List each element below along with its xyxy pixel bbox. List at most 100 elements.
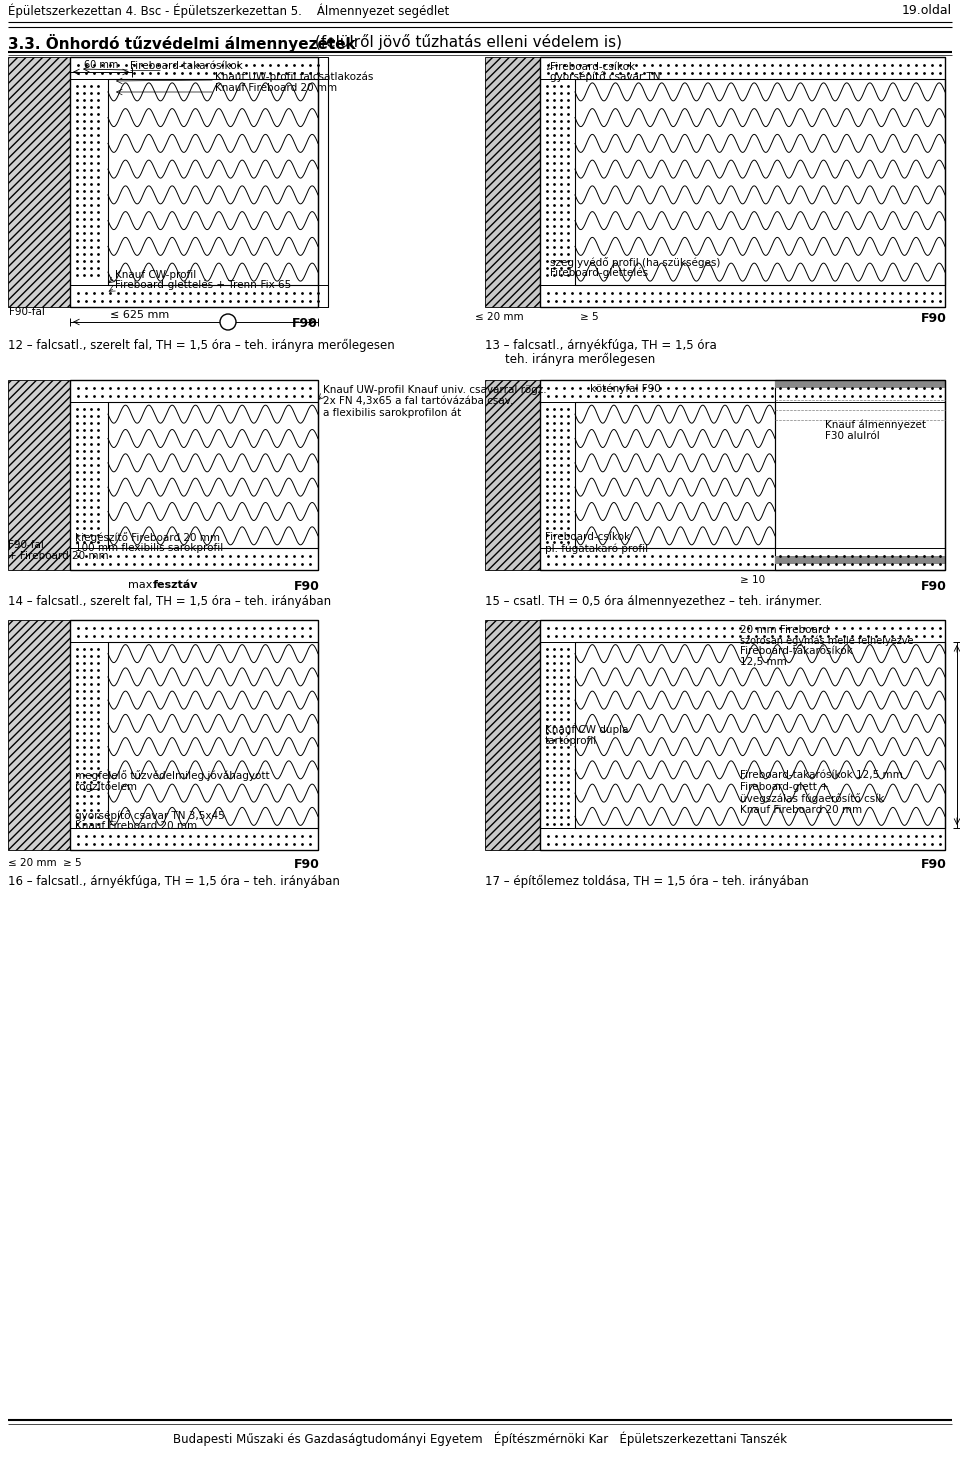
Bar	[70, 620, 318, 642]
Bar	[540, 57, 945, 306]
Bar	[540, 642, 575, 829]
Text: ≤ 625 mm: ≤ 625 mm	[110, 309, 169, 320]
Bar	[8, 57, 70, 306]
Text: teh. irányra merőlegesen: teh. irányra merőlegesen	[505, 353, 656, 366]
Text: ≤ 20 mm: ≤ 20 mm	[8, 858, 57, 868]
Bar	[70, 379, 318, 570]
Bar	[540, 379, 945, 570]
Bar	[108, 403, 318, 549]
Text: 13 – falcsatl., árnyékfúga, TH = 1,5 óra: 13 – falcsatl., árnyékfúga, TH = 1,5 óra	[485, 338, 717, 352]
Bar	[540, 57, 945, 79]
Text: Budapesti Műszaki és Gazdaságtudományi Egyetem   Építészmérnöki Kar   Épületszer: Budapesti Műszaki és Gazdaságtudományi E…	[173, 1431, 787, 1446]
Text: szorosan egymás mellé felhelyezve: szorosan egymás mellé felhelyezve	[740, 635, 914, 645]
Text: gyorsépítő csavar TN: gyorsépítő csavar TN	[550, 71, 660, 82]
Text: 100 mm flexibilis sarokprofil: 100 mm flexibilis sarokprofil	[75, 543, 224, 553]
Text: Knauf Fireboard 20 mm: Knauf Fireboard 20 mm	[75, 821, 197, 832]
Bar	[70, 642, 108, 829]
Text: 2x FN 4,3x65 a fal tartóvázába csav.: 2x FN 4,3x65 a fal tartóvázába csav.	[323, 395, 514, 406]
Text: szeglyvédő profil (ha szükséges): szeglyvédő profil (ha szükséges)	[550, 257, 720, 268]
Text: kötényfal F90: kötényfal F90	[590, 384, 660, 394]
Bar	[70, 79, 108, 285]
Bar	[108, 79, 318, 285]
Text: Knauf UW-profil falcsatlakozás: Knauf UW-profil falcsatlakozás	[215, 71, 373, 83]
Text: F90: F90	[922, 858, 947, 871]
Text: megfelelő tűzvédelmileg jóváhagyott: megfelelő tűzvédelmileg jóváhagyott	[75, 770, 270, 781]
Text: rögzítőelem: rögzítőelem	[75, 781, 137, 792]
Bar	[485, 379, 540, 570]
Text: Fireboard-glettelés: Fireboard-glettelés	[550, 267, 648, 277]
Bar	[540, 829, 945, 851]
Text: ≥ 10: ≥ 10	[740, 575, 765, 585]
Bar	[485, 57, 540, 306]
Text: üvegszálas fúgaerősítő csík: üvegszálas fúgaerősítő csík	[740, 794, 884, 804]
Text: pl. fúgatakaró profil: pl. fúgatakaró profil	[545, 543, 648, 553]
Text: Fireboard-takarósíkok: Fireboard-takarósíkok	[130, 61, 243, 71]
Text: 3.3. Önhordó tűzvédelmi álmennyezetek: 3.3. Önhordó tűzvédelmi álmennyezetek	[8, 34, 356, 53]
Text: tartóprofil: tartóprofil	[545, 735, 597, 746]
Text: ≥ 5: ≥ 5	[580, 312, 599, 322]
Text: 15 – csatl. TH = 0,5 óra álmennyezethez – teh. iránymer.: 15 – csatl. TH = 0,5 óra álmennyezethez …	[485, 595, 822, 608]
Text: F90: F90	[294, 581, 320, 592]
Text: 14 – falcsatl., szerelt fal, TH = 1,5 óra – teh. irányában: 14 – falcsatl., szerelt fal, TH = 1,5 ór…	[8, 595, 331, 608]
Text: 12,5 mm: 12,5 mm	[740, 657, 787, 667]
Text: Fireboard-glettelés + Trenn-Fix 65: Fireboard-glettelés + Trenn-Fix 65	[115, 280, 291, 290]
Text: F90: F90	[922, 312, 947, 325]
Text: max.: max.	[128, 581, 156, 589]
Bar	[540, 403, 575, 549]
Text: 17 – építőlemez toldása, TH = 1,5 óra – teh. irányában: 17 – építőlemez toldása, TH = 1,5 óra – …	[485, 875, 808, 889]
Text: Knauf CW dupla: Knauf CW dupla	[545, 725, 629, 735]
Text: Knauf Fireboard 20 mm: Knauf Fireboard 20 mm	[215, 83, 337, 93]
Bar	[70, 620, 318, 851]
Text: 16 – falcsatl., árnyékfúga, TH = 1,5 óra – teh. irányában: 16 – falcsatl., árnyékfúga, TH = 1,5 óra…	[8, 875, 340, 889]
Text: Épületszerkezettan 4. Bsc - Épületszerkezettan 5.    Álmennyezet segédlet: Épületszerkezettan 4. Bsc - Épületszerke…	[8, 4, 449, 19]
Text: Fireboard-csíkok: Fireboard-csíkok	[545, 533, 630, 541]
Bar	[775, 556, 945, 565]
Text: gyorsépítő csavar TN 3,5x45: gyorsépítő csavar TN 3,5x45	[75, 810, 225, 821]
Bar	[540, 285, 945, 306]
Bar	[775, 379, 945, 570]
Bar	[70, 379, 318, 403]
Text: 60 mm: 60 mm	[84, 60, 118, 70]
Text: a flexibilis sarokprofilon át: a flexibilis sarokprofilon át	[323, 407, 461, 417]
Text: fesztáv: fesztáv	[153, 581, 199, 589]
Bar	[8, 379, 70, 570]
Bar	[70, 403, 108, 549]
Bar	[575, 403, 775, 549]
Text: (felülről jövő tűzhatás elleni védelem is): (felülről jövő tűzhatás elleni védelem i…	[310, 34, 622, 50]
Text: ≤ 20 mm: ≤ 20 mm	[475, 312, 523, 322]
Text: F90: F90	[294, 858, 320, 871]
Text: + Fireboard 20 mm: + Fireboard 20 mm	[8, 552, 108, 562]
Bar	[575, 642, 945, 829]
Text: Fireboard-csíkok: Fireboard-csíkok	[550, 61, 636, 71]
Bar	[540, 549, 945, 570]
Circle shape	[220, 314, 236, 330]
Bar	[70, 829, 318, 851]
Bar	[540, 620, 945, 851]
Text: ≥ 5: ≥ 5	[63, 858, 82, 868]
Text: F90-fal: F90-fal	[8, 540, 44, 550]
Bar	[775, 379, 945, 388]
Bar	[8, 620, 70, 851]
Text: Fireboard-takarósíkok 12,5 mm: Fireboard-takarósíkok 12,5 mm	[740, 770, 902, 781]
Bar	[70, 285, 328, 306]
Text: F30 alulról: F30 alulról	[825, 430, 879, 441]
Bar	[108, 642, 318, 829]
Text: Fireboard-takarósíkok: Fireboard-takarósíkok	[740, 646, 852, 657]
Bar	[485, 620, 540, 851]
Text: F90: F90	[922, 581, 947, 592]
Text: 20 mm Fireboard: 20 mm Fireboard	[740, 624, 828, 635]
Text: F90-fal: F90-fal	[9, 306, 45, 317]
Bar	[540, 79, 575, 285]
Text: Fireboard-glett +: Fireboard-glett +	[740, 782, 828, 792]
Bar	[540, 620, 945, 642]
Text: 19.oldal: 19.oldal	[901, 4, 952, 18]
Text: Knauf Fireboard 20 mm: Knauf Fireboard 20 mm	[740, 805, 862, 816]
Text: F90: F90	[292, 317, 318, 330]
Text: 12 – falcsatl., szerelt fal, TH = 1,5 óra – teh. irányra merőlegesen: 12 – falcsatl., szerelt fal, TH = 1,5 ór…	[8, 338, 395, 352]
Bar	[70, 549, 318, 570]
Bar	[540, 379, 945, 403]
Bar	[70, 57, 328, 79]
Text: b: b	[225, 317, 231, 327]
Text: Knauf UW-profil Knauf univ. csavarral rögz.: Knauf UW-profil Knauf univ. csavarral rö…	[323, 385, 546, 395]
Bar	[70, 57, 318, 306]
